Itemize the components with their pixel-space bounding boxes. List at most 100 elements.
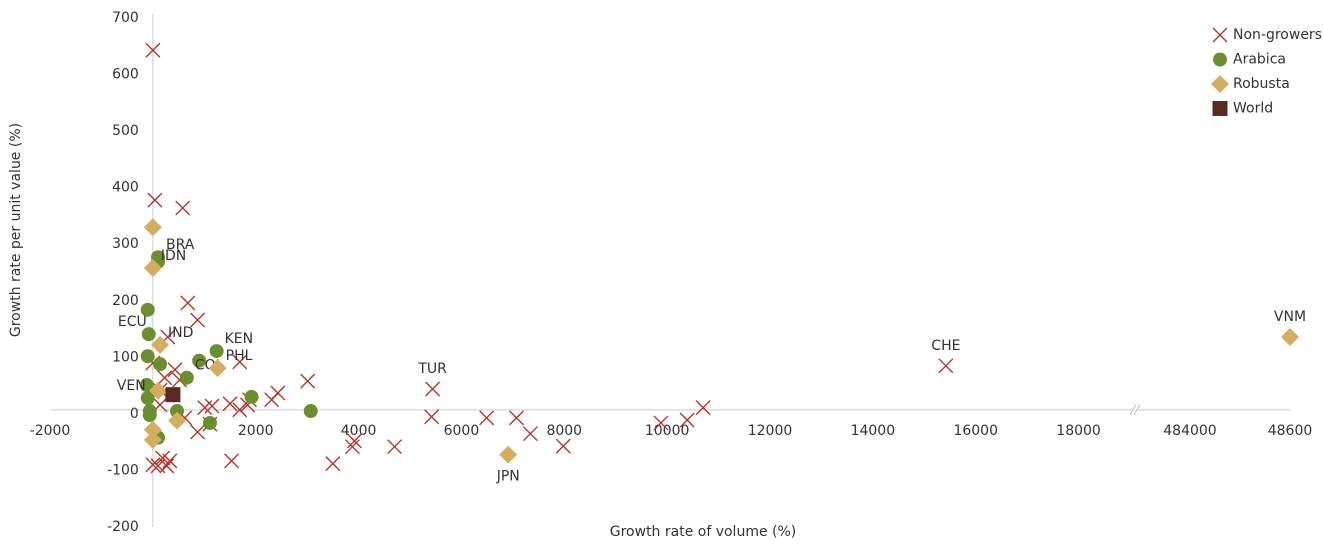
y-tick-label: 500 (112, 123, 139, 139)
marker-x (222, 396, 238, 412)
x-tick-label: 48600 (1268, 423, 1313, 439)
marker-diamond (143, 218, 162, 237)
point-label: PHL (226, 348, 253, 364)
marker-x (145, 457, 161, 473)
x-tick-label: 4000 (341, 423, 377, 439)
point-label: ECU (118, 314, 147, 330)
marker-x (300, 373, 316, 389)
y-tick-label: -200 (107, 519, 139, 535)
marker-x (522, 426, 538, 442)
legend-label: World (1233, 101, 1273, 117)
marker-x (232, 354, 248, 370)
marker-circle (179, 370, 194, 385)
marker-x (190, 312, 206, 328)
y-tick-label: 400 (112, 180, 139, 196)
marker-x (679, 412, 695, 428)
x-tick-label: 6000 (444, 423, 480, 439)
legend-marker (1212, 101, 1228, 116)
y-tick-label: 0 (130, 406, 139, 422)
marker-diamond (151, 335, 170, 354)
marker-x (387, 439, 403, 455)
y-tick-label: 600 (112, 67, 139, 83)
marker-x (145, 42, 161, 58)
marker-diamond (143, 258, 162, 277)
marker-x (479, 410, 495, 426)
marker-x (162, 453, 178, 469)
marker-x (157, 370, 173, 386)
marker-x (147, 192, 163, 208)
marker-x (325, 456, 341, 472)
point-label: CHE (931, 338, 960, 354)
y-axis-title: Growth rate per unit value (%) (8, 123, 24, 337)
point-label: VNM (1274, 309, 1306, 325)
x-tick-label: 484000 (1163, 423, 1216, 439)
marker-x (344, 439, 360, 455)
marker-x (197, 400, 213, 416)
marker-x (159, 458, 175, 474)
axis-break (1129, 404, 1137, 416)
legend-marker (1212, 27, 1228, 43)
x-tick-label: 16000 (953, 423, 998, 439)
marker-circle (139, 378, 154, 393)
y-tick-label: 300 (112, 236, 139, 252)
marker-x (425, 381, 441, 397)
marker-x (555, 438, 571, 454)
point-label: KEN (225, 331, 254, 347)
marker-x (190, 424, 206, 440)
marker-x (508, 410, 524, 426)
marker-x (653, 415, 669, 431)
x-tick-label: 8000 (546, 423, 582, 439)
legend-label: Arabica (1233, 52, 1286, 68)
marker-x (224, 453, 240, 469)
y-tick-label: 700 (112, 10, 139, 26)
marker-circle (153, 357, 168, 372)
marker-diamond (499, 445, 518, 464)
point-label: IND (168, 325, 193, 341)
marker-diamond (208, 359, 227, 378)
marker-x (938, 358, 954, 374)
point-label: IDN (161, 248, 186, 264)
legend-marker (1213, 52, 1227, 67)
x-tick-label: 10000 (645, 423, 690, 439)
marker-circle (202, 415, 217, 430)
point-label: TUR (417, 361, 447, 377)
marker-circle (303, 404, 318, 419)
y-tick-label: 100 (112, 349, 139, 365)
marker-x (180, 295, 196, 311)
marker-diamond (1281, 327, 1299, 346)
marker-square (165, 387, 181, 403)
marker-x (695, 400, 711, 416)
marker-circle (170, 404, 185, 419)
point-label: JPN (496, 469, 520, 485)
marker-circle (192, 353, 207, 368)
marker-circle (142, 408, 157, 423)
marker-x (167, 362, 183, 378)
legend-marker (1211, 75, 1229, 93)
point-label: BRA (166, 237, 195, 253)
marker-circle (140, 391, 155, 406)
x-tick-label: 2000 (238, 423, 274, 439)
marker-x (346, 433, 362, 449)
marker-diamond (143, 420, 162, 439)
point-label: VEN (117, 378, 146, 394)
x-tick-label: -2000 (30, 423, 71, 439)
y-tick-label: -100 (107, 462, 139, 478)
marker-diamond (143, 430, 162, 449)
y-tick-label: 200 (112, 293, 139, 309)
x-tick-label: 14000 (851, 423, 896, 439)
marker-x (175, 200, 191, 216)
x-axis-title: Growth rate of volume (%) (610, 524, 797, 540)
marker-diamond (149, 381, 167, 400)
marker-circle (244, 389, 259, 404)
x-tick-label: 12000 (748, 423, 793, 439)
x-tick-label: 18000 (1056, 423, 1101, 439)
marker-circle (141, 327, 156, 342)
marker-circle (209, 344, 224, 359)
axis-break (1133, 404, 1141, 416)
legend-label: Non-growers (1233, 27, 1322, 43)
marker-circle (140, 349, 155, 364)
marker-circle (140, 302, 155, 317)
legend-label: Robusta (1233, 76, 1290, 92)
marker-diamond (168, 411, 187, 430)
